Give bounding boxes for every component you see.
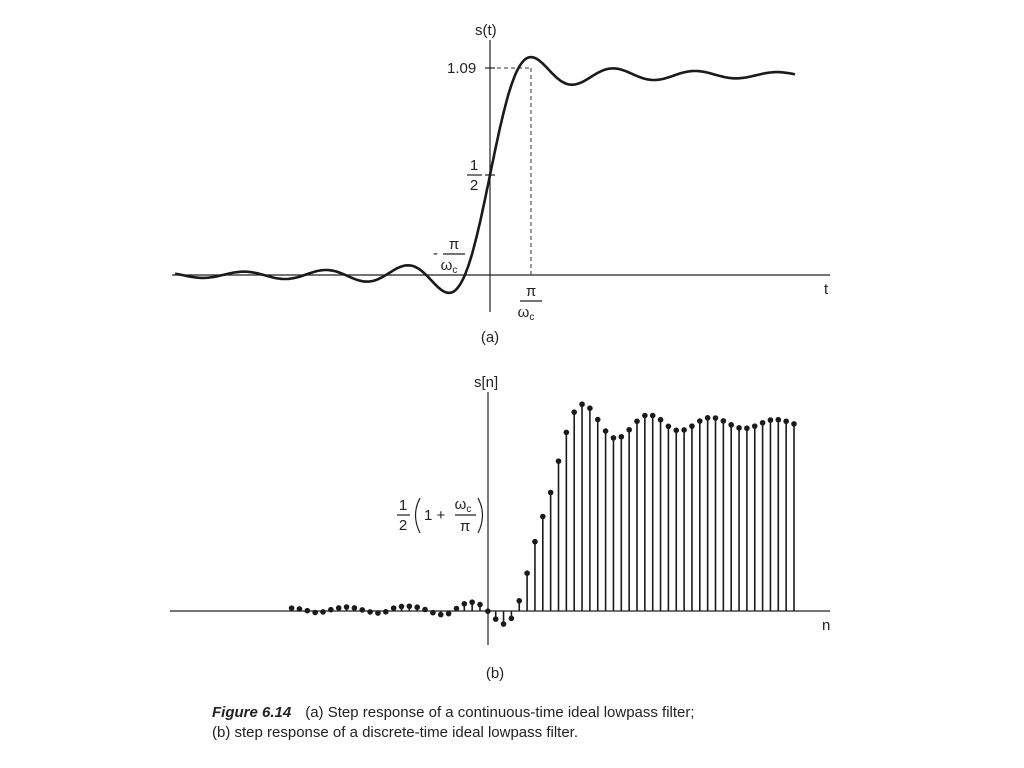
stem-point bbox=[791, 421, 797, 427]
panel-a-x-label: t bbox=[824, 281, 829, 298]
panel-b-x-label: n bbox=[822, 617, 830, 634]
panel-b-chart: s[n] n 1 2 1 + ωc π (b) bbox=[170, 374, 830, 682]
stem-point bbox=[367, 609, 373, 615]
stem-point bbox=[375, 610, 381, 616]
stem-point bbox=[571, 409, 577, 415]
stem-point bbox=[320, 609, 326, 615]
stem-point bbox=[744, 425, 750, 432]
stem-point bbox=[406, 603, 413, 610]
stem-point bbox=[579, 401, 585, 408]
stem-point bbox=[485, 608, 491, 614]
stem-point bbox=[296, 606, 303, 612]
panel-a-y-label: s(t) bbox=[475, 22, 497, 39]
stem-point bbox=[767, 417, 774, 423]
panel-b-level-frac-num: ωc bbox=[455, 496, 472, 515]
panel-a-neg-tick-num: π bbox=[449, 236, 459, 253]
stem-point bbox=[500, 621, 507, 627]
stem-point bbox=[689, 423, 695, 429]
stem-point bbox=[312, 609, 318, 616]
panel-b-y-label: s[n] bbox=[474, 374, 498, 391]
panel-a-step-response-curve bbox=[174, 55, 796, 295]
stem-point bbox=[508, 615, 515, 622]
stem-point bbox=[634, 418, 640, 425]
stem-point bbox=[516, 597, 523, 604]
panel-a-neg-tick-den: ωc bbox=[441, 257, 458, 276]
stem-point bbox=[563, 429, 570, 436]
panel-a-half-den: 2 bbox=[470, 177, 478, 194]
panel-a-neg-tick-label: - π ωc bbox=[433, 236, 465, 276]
panel-a-pos-tick-num: π bbox=[526, 283, 536, 300]
stem-point bbox=[335, 605, 342, 611]
caption-line-2: (b) step response of a discrete-time ide… bbox=[212, 724, 578, 741]
stem-point bbox=[430, 609, 436, 616]
caption-figure-number: Figure 6.14 bbox=[212, 704, 292, 721]
stem-point bbox=[437, 611, 444, 618]
stem-point bbox=[618, 433, 625, 440]
stem-point bbox=[775, 416, 782, 423]
stem-point bbox=[751, 423, 758, 429]
stem-point bbox=[453, 605, 460, 612]
panel-b-level-label: 1 2 1 + ωc π bbox=[397, 496, 484, 535]
panel-b-level-right-paren bbox=[477, 497, 484, 534]
stem-point bbox=[328, 606, 334, 613]
stem-point bbox=[697, 418, 703, 424]
caption-line-1: Figure 6.14 (a) Step response of a contin… bbox=[212, 703, 912, 723]
stem-point bbox=[712, 415, 719, 421]
stem-point bbox=[783, 418, 789, 425]
stem-point bbox=[555, 458, 562, 464]
panel-a-pos-tick-den: ωc bbox=[518, 304, 535, 323]
stem-point bbox=[532, 538, 538, 545]
stem-point bbox=[461, 601, 468, 607]
panel-b-stems bbox=[288, 401, 797, 627]
stem-point bbox=[759, 419, 766, 426]
stem-point bbox=[649, 412, 656, 419]
stem-point bbox=[626, 426, 632, 433]
panel-a-chart: s(t) t 1.09 1 2 - π ωc π ωc (a) bbox=[172, 22, 830, 346]
stem-point bbox=[524, 570, 530, 576]
stem-point bbox=[736, 425, 742, 431]
panel-b-level-frac-den: π bbox=[460, 518, 470, 535]
stem-point bbox=[422, 606, 428, 613]
stem-point bbox=[720, 418, 727, 424]
stem-point bbox=[681, 427, 687, 433]
stem-point bbox=[343, 604, 350, 610]
stem-point bbox=[383, 608, 389, 615]
stem-point bbox=[540, 513, 546, 520]
stem-point bbox=[492, 616, 499, 622]
stem-point bbox=[665, 423, 672, 430]
stem-point bbox=[445, 610, 452, 617]
panel-a-label: (a) bbox=[481, 329, 499, 346]
panel-a-pos-tick-label: π ωc bbox=[518, 283, 542, 323]
stem-point bbox=[390, 605, 397, 611]
stem-point bbox=[594, 416, 601, 423]
stem-point bbox=[728, 422, 734, 428]
panel-a-peak-label: 1.09 bbox=[447, 60, 476, 77]
figure-caption: Figure 6.14 (a) Step response of a contin… bbox=[212, 703, 912, 743]
stem-point bbox=[359, 607, 366, 613]
stem-point bbox=[547, 489, 554, 496]
stem-point bbox=[673, 427, 680, 434]
stem-point bbox=[704, 415, 711, 421]
panel-b-label: (b) bbox=[486, 665, 504, 682]
panel-a-half-num: 1 bbox=[470, 157, 478, 174]
caption-text-1: (a) Step response of a continuous-time i… bbox=[305, 704, 695, 721]
stem-point bbox=[602, 428, 609, 434]
stem-point bbox=[351, 605, 358, 611]
stem-point bbox=[398, 603, 405, 610]
stem-point bbox=[414, 604, 421, 611]
panel-b-level-left-paren bbox=[414, 497, 421, 534]
stem-point bbox=[288, 605, 295, 611]
stem-point bbox=[657, 416, 664, 423]
panel-b-level-inner: 1 + bbox=[424, 507, 446, 524]
panel-a-neg-tick-sign: - bbox=[433, 245, 438, 262]
stem-point bbox=[304, 607, 311, 614]
stem-point bbox=[587, 405, 593, 412]
panel-b-level-half-num: 1 bbox=[399, 497, 407, 514]
stem-point bbox=[469, 599, 475, 605]
panel-b-level-half-den: 2 bbox=[399, 517, 407, 534]
stem-point bbox=[610, 435, 617, 441]
stem-point bbox=[477, 601, 483, 608]
stem-point bbox=[642, 412, 648, 419]
